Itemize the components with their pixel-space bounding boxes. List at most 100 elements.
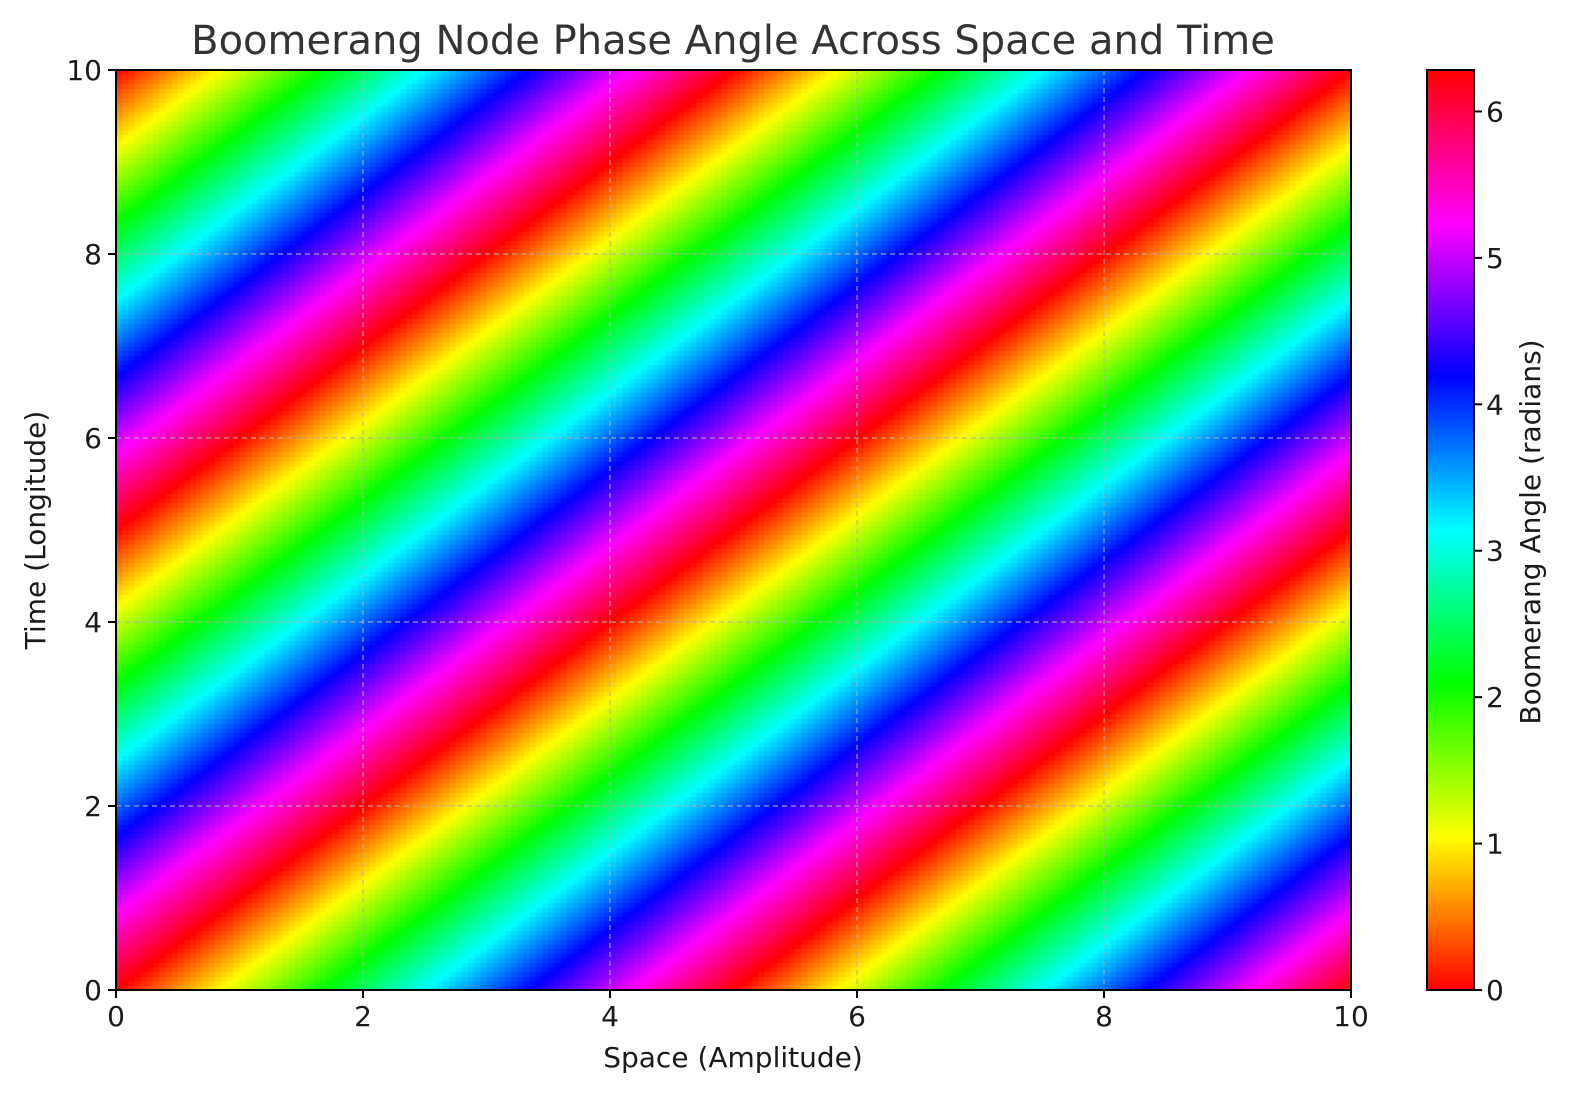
heatmap-cell [1215, 985, 1222, 991]
heatmap-cell [912, 925, 920, 931]
heatmap-cell [776, 884, 784, 890]
heatmap-cell [1258, 916, 1266, 922]
heatmap-cell [1153, 925, 1161, 931]
heatmap-cell [437, 953, 444, 959]
heatmap-cell [325, 898, 333, 904]
heatmap-cell [276, 875, 284, 881]
heatmap-cell [220, 893, 228, 899]
heatmap-cell [1141, 980, 1148, 986]
heatmap-cell [1301, 911, 1309, 917]
heatmap-cell [826, 879, 833, 885]
heatmap-cell [1233, 976, 1241, 982]
heatmap-cell [1073, 934, 1080, 940]
heatmap-cell [233, 944, 241, 950]
heatmap-cell [128, 976, 136, 982]
heatmap-cell [708, 893, 716, 899]
heatmap-cell [183, 957, 191, 963]
heatmap-cell [1295, 971, 1303, 977]
heatmap-cell [449, 985, 457, 991]
heatmap-cell [838, 893, 846, 899]
heatmap-cell [1017, 930, 1025, 936]
heatmap-cell [1110, 898, 1117, 904]
heatmap-cell [844, 948, 852, 954]
heatmap-cell [702, 957, 710, 963]
heatmap-cell [1054, 916, 1062, 922]
heatmap-cell [1128, 948, 1136, 954]
heatmap-cell [739, 893, 747, 899]
heatmap-cell [548, 967, 556, 973]
heatmap-cell [412, 985, 420, 991]
heatmap-cell [282, 976, 290, 982]
heatmap-cell [418, 907, 426, 913]
heatmap-cell [1208, 925, 1216, 931]
heatmap-cell [752, 957, 759, 963]
heatmap-cell [579, 976, 586, 982]
heatmap-cell [270, 898, 278, 904]
heatmap-cell [752, 907, 759, 913]
heatmap-cell [177, 893, 185, 899]
heatmap-cell [1023, 902, 1031, 908]
heatmap-cell [702, 953, 710, 959]
heatmap-cell [116, 934, 123, 940]
heatmap-cell [319, 875, 327, 881]
heatmap-cell [819, 879, 827, 885]
heatmap-cell [869, 934, 877, 940]
heatmap-cell [542, 948, 549, 954]
heatmap-cell [924, 930, 932, 936]
heatmap-cell [616, 948, 623, 954]
heatmap-cell [955, 925, 963, 931]
heatmap-cell [455, 980, 463, 986]
heatmap-cell [134, 948, 142, 954]
heatmap-cell [356, 953, 364, 959]
heatmap-cell [134, 875, 142, 881]
heatmap-cell [480, 875, 488, 881]
heatmap-cell [924, 898, 932, 904]
heatmap-cell [480, 930, 488, 936]
heatmap-cell [1196, 902, 1204, 908]
heatmap-cell [1246, 971, 1253, 977]
heatmap-cell [931, 884, 938, 890]
heatmap-cell [1048, 930, 1056, 936]
heatmap-cell [344, 944, 352, 950]
heatmap-cell [196, 962, 204, 968]
heatmap-cell [1295, 985, 1303, 991]
heatmap-cell [1307, 884, 1315, 890]
heatmap-cell [1171, 962, 1179, 968]
heatmap-cell [1054, 879, 1062, 885]
heatmap-cell [363, 930, 370, 936]
heatmap-cell [153, 893, 160, 899]
heatmap-cell [887, 948, 895, 954]
heatmap-cell [1023, 884, 1031, 890]
heatmap-cell [467, 944, 475, 950]
heatmap-cell [585, 898, 593, 904]
heatmap-cell [1332, 888, 1340, 894]
heatmap-cell [430, 944, 438, 950]
heatmap-cell [480, 916, 488, 922]
heatmap-cell [1091, 911, 1099, 917]
heatmap-cell [430, 907, 438, 913]
heatmap-cell [1048, 879, 1056, 885]
heatmap-cell [153, 967, 160, 973]
heatmap-cell [764, 962, 772, 968]
heatmap-cell [943, 944, 951, 950]
heatmap-cell [986, 888, 994, 894]
heatmap-cell [177, 934, 185, 940]
heatmap-cell [1178, 879, 1185, 885]
heatmap-cell [1227, 925, 1235, 931]
heatmap-cell [344, 911, 352, 917]
heatmap-cell [1289, 980, 1297, 986]
heatmap-cell [1246, 976, 1253, 982]
heatmap-cell [1233, 948, 1241, 954]
heatmap-cell [671, 944, 679, 950]
heatmap-cell [313, 934, 321, 940]
heatmap-cell [900, 957, 907, 963]
heatmap-cell [863, 985, 870, 991]
heatmap-cell [430, 925, 438, 931]
heatmap-cell [220, 948, 228, 954]
heatmap-cell [1227, 976, 1235, 982]
heatmap-cell [1141, 921, 1148, 927]
heatmap-cell [214, 888, 222, 894]
heatmap-cell [653, 884, 661, 890]
heatmap-cell [974, 962, 982, 968]
heatmap-cell [863, 893, 870, 899]
